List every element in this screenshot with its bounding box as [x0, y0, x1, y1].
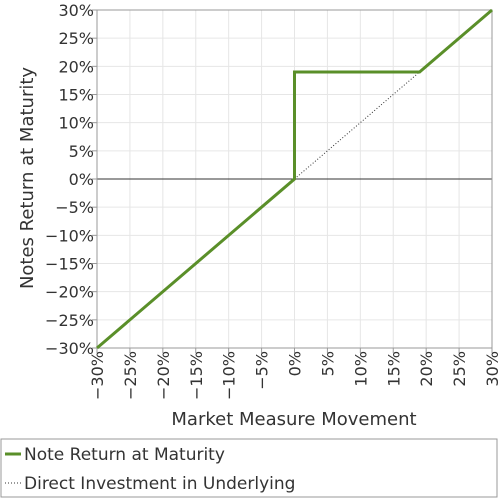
x-tick-label: 0%: [286, 351, 305, 376]
x-tick-label: 5%: [318, 351, 337, 376]
x-tick-label: 25%: [450, 351, 469, 387]
series-layer: [96, 8, 493, 350]
y-tick-label: −15%: [45, 255, 94, 274]
x-tick-label: 15%: [384, 351, 403, 387]
x-tick-label: 10%: [351, 351, 370, 387]
y-tick-label: 10%: [58, 114, 94, 133]
x-tick-label: −30%: [88, 351, 107, 400]
y-tick-label: −5%: [55, 198, 94, 217]
x-tick-label: −5%: [253, 351, 272, 390]
x-tick-label: −20%: [154, 351, 173, 400]
y-tick-label: −25%: [45, 311, 94, 330]
legend: Note Return at Maturity Direct Investmen…: [0, 438, 498, 498]
series-line-note-return: [96, 8, 493, 350]
x-tick-label: 30%: [483, 351, 500, 387]
y-tick-label: 20%: [58, 57, 94, 76]
x-tick-label: −15%: [187, 351, 206, 400]
y-tick-label: 15%: [58, 86, 94, 105]
x-axis-title: Market Measure Movement: [171, 409, 416, 430]
y-tick-label: 5%: [69, 142, 94, 161]
legend-label-direct-investment: Direct Investment in Underlying: [24, 474, 295, 494]
x-tick-label: −10%: [220, 351, 239, 400]
legend-box: [0, 438, 498, 498]
y-tick-label: 30%: [58, 1, 94, 20]
y-tick-label: 25%: [58, 29, 94, 48]
y-tick-label: −30%: [45, 339, 94, 358]
x-tick-label: −25%: [121, 351, 140, 400]
legend-label-note-return: Note Return at Maturity: [24, 445, 225, 465]
x-tick-label: 20%: [417, 351, 436, 387]
y-tick-labels: 30% 25% 20% 15% 10% 5% 0% −5% −10% −15% −20% −25% −3…: [45, 1, 97, 358]
x-tick-labels: −30% −25% −20% −15% −10% −5% 0% 5% 10% 15% 20% 25% 3…: [88, 348, 500, 400]
y-axis-title: Notes Return at Maturity: [17, 67, 38, 289]
y-tick-label: −10%: [45, 226, 94, 245]
y-tick-label: 0%: [69, 170, 94, 189]
y-tick-label: −20%: [45, 283, 94, 302]
